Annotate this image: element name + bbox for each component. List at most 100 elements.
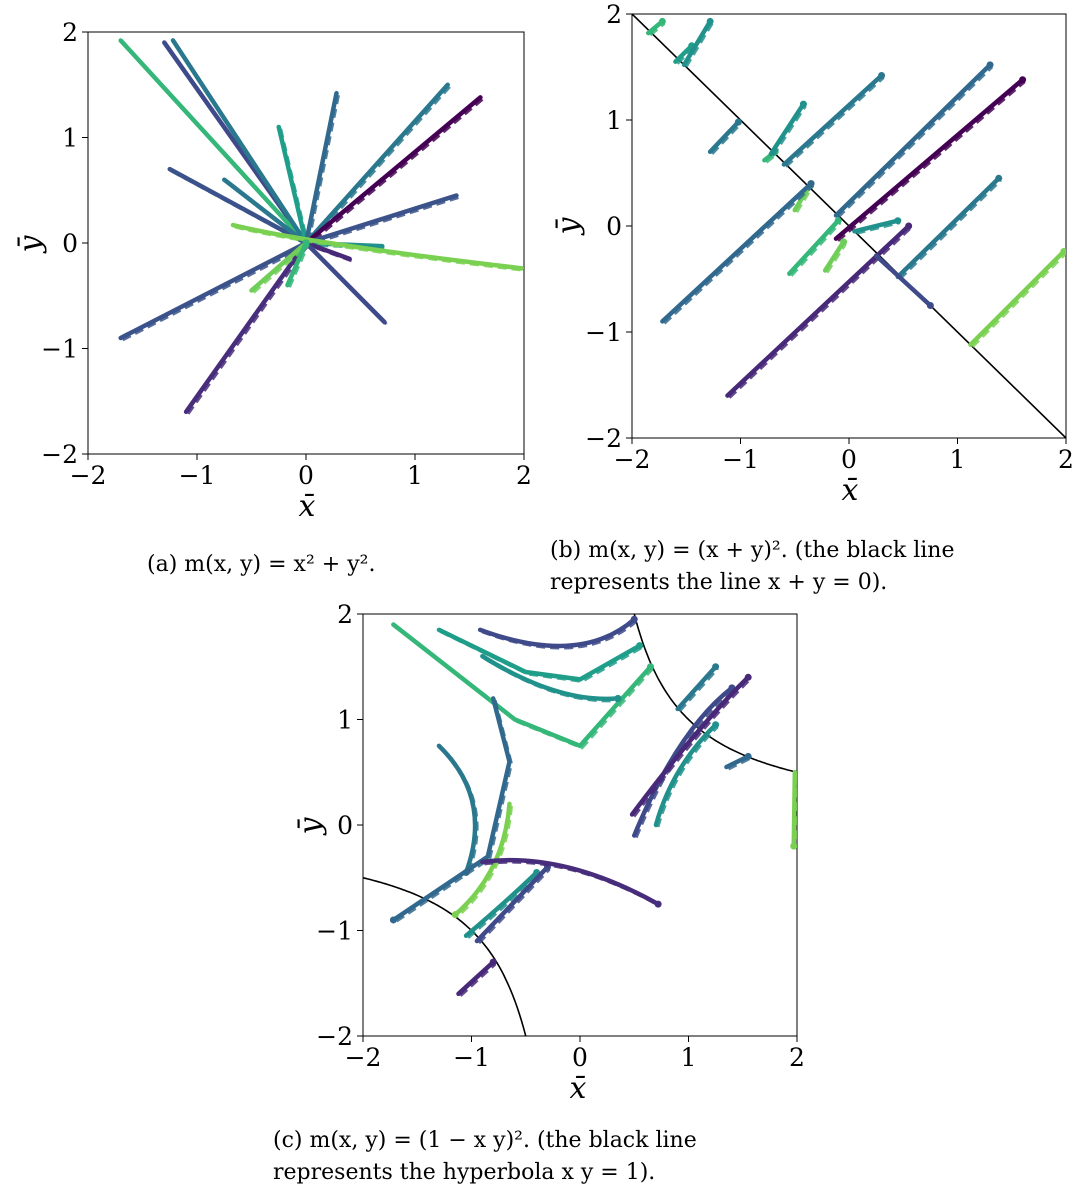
trajectory-line xyxy=(653,722,718,828)
trajectory-dashed xyxy=(394,700,514,924)
trajectory-dashed xyxy=(279,128,310,246)
trajectory-dashed xyxy=(728,226,912,399)
xtick-label: −2 xyxy=(70,461,107,490)
xtick-label: 1 xyxy=(950,445,966,474)
trajectory-dashed xyxy=(656,725,719,828)
trajectory-line xyxy=(787,218,841,276)
series-c-12 xyxy=(629,673,752,818)
end-point xyxy=(658,17,666,25)
series-b-6 xyxy=(768,100,807,157)
trajectory-line xyxy=(768,101,806,157)
trajectory-line xyxy=(629,675,751,817)
series-c-15 xyxy=(480,857,662,908)
series-b-16 xyxy=(725,222,913,399)
trajectory-dashed xyxy=(898,179,1002,280)
end-point xyxy=(926,302,934,309)
trajectory-line xyxy=(968,249,1066,347)
series-c-1 xyxy=(477,615,638,650)
trajectory-line xyxy=(303,82,450,246)
end-point xyxy=(489,958,497,966)
trajectory-dashed xyxy=(467,873,540,939)
ytick-label: −2 xyxy=(316,1022,353,1051)
trajectory-dashed xyxy=(121,41,310,247)
trajectory-line xyxy=(249,240,309,293)
trajectory-dashed xyxy=(765,152,779,164)
series-b-18 xyxy=(968,247,1066,348)
trajectory-line xyxy=(303,193,459,246)
trajectory-line xyxy=(833,62,993,218)
ytick-label: 2 xyxy=(337,600,353,629)
series-a-15 xyxy=(118,239,310,342)
ytick-label: 1 xyxy=(606,106,622,135)
trajectory-dashed xyxy=(307,196,459,247)
trajectory-dashed xyxy=(877,256,934,309)
series-b-1 xyxy=(646,17,666,37)
series-a xyxy=(118,38,524,415)
trajectory-line xyxy=(681,19,713,68)
end-point xyxy=(905,222,913,230)
series-b-3 xyxy=(681,17,714,68)
trajectory-dashed xyxy=(440,630,643,683)
trajectory-dashed xyxy=(307,98,484,247)
caption-b: (b) m(x, y) = (x + y)². (the black line … xyxy=(550,538,955,595)
series-c xyxy=(363,614,797,1036)
ticks-c: −2−2 −1 −1 0 0 1 1 2 2 xyxy=(316,600,805,1072)
series-b-13 xyxy=(787,217,842,277)
end-point xyxy=(654,900,662,908)
xtick-label: 0 xyxy=(298,461,314,490)
trajectory-dashed xyxy=(459,963,497,997)
end-point xyxy=(647,663,655,671)
trajectory-dashed xyxy=(971,252,1066,348)
trajectory-line xyxy=(436,743,478,875)
series-a-3 xyxy=(170,38,310,247)
end-point xyxy=(744,673,752,681)
xtick-label: 1 xyxy=(681,1043,697,1072)
trajectory-dashed xyxy=(456,805,513,918)
series-b-12 xyxy=(895,174,1003,280)
end-point xyxy=(790,842,797,850)
caption-a: (a) m(x, y) = x² + y². xyxy=(147,552,376,577)
trajectory-line xyxy=(707,119,741,155)
series-b xyxy=(632,14,1066,438)
ylabel-a: ȳ xyxy=(13,234,48,254)
xtick-label: 2 xyxy=(516,461,532,490)
ylabel-c: ȳ xyxy=(293,816,328,836)
trajectory-dashed xyxy=(288,244,310,288)
trajectory-dashed xyxy=(727,757,751,771)
end-point xyxy=(834,217,842,225)
trajectory-dashed xyxy=(173,41,310,246)
trajectory-dashed xyxy=(711,123,742,155)
trajectory-dashed xyxy=(837,80,1026,242)
caption-c: (c) m(x, y) = (1 − x y)². (the black lin… xyxy=(273,1128,697,1185)
trajectory-line xyxy=(675,664,718,712)
subplot-a: −2−2 −1 −1 0 0 1 1 2 2 x̄ ȳ xyxy=(13,18,532,524)
series-c-8 xyxy=(463,868,541,939)
trajectory-dashed xyxy=(632,678,752,818)
trajectory-dashed xyxy=(225,180,309,247)
xtick-label: −1 xyxy=(179,461,216,490)
xtick-label: 0 xyxy=(572,1043,588,1072)
series-b-11 xyxy=(660,180,815,325)
trajectory-dashed xyxy=(771,105,807,157)
trajectory-dashed xyxy=(252,243,309,294)
end-point xyxy=(894,217,902,225)
trajectory-line xyxy=(303,240,352,262)
trajectory-dashed xyxy=(678,667,719,712)
trajectory-line xyxy=(895,176,1001,280)
series-c-6 xyxy=(389,696,514,924)
trajectory-dashed xyxy=(649,22,666,37)
trajectory-dashed xyxy=(795,184,815,213)
end-point xyxy=(986,61,994,69)
end-point xyxy=(995,174,1003,182)
trajectory-line xyxy=(660,181,814,324)
trajectory-line xyxy=(118,240,309,341)
trajectory-dashed xyxy=(483,656,621,703)
xtick-label: −2 xyxy=(614,445,651,474)
trajectory-line xyxy=(673,43,694,64)
series-c-5 xyxy=(436,743,479,876)
end-point xyxy=(744,752,752,760)
trajectory-dashed xyxy=(234,225,524,272)
trajectory-dashed xyxy=(477,868,551,945)
end-point xyxy=(840,238,848,246)
trajectory-line xyxy=(303,95,483,246)
